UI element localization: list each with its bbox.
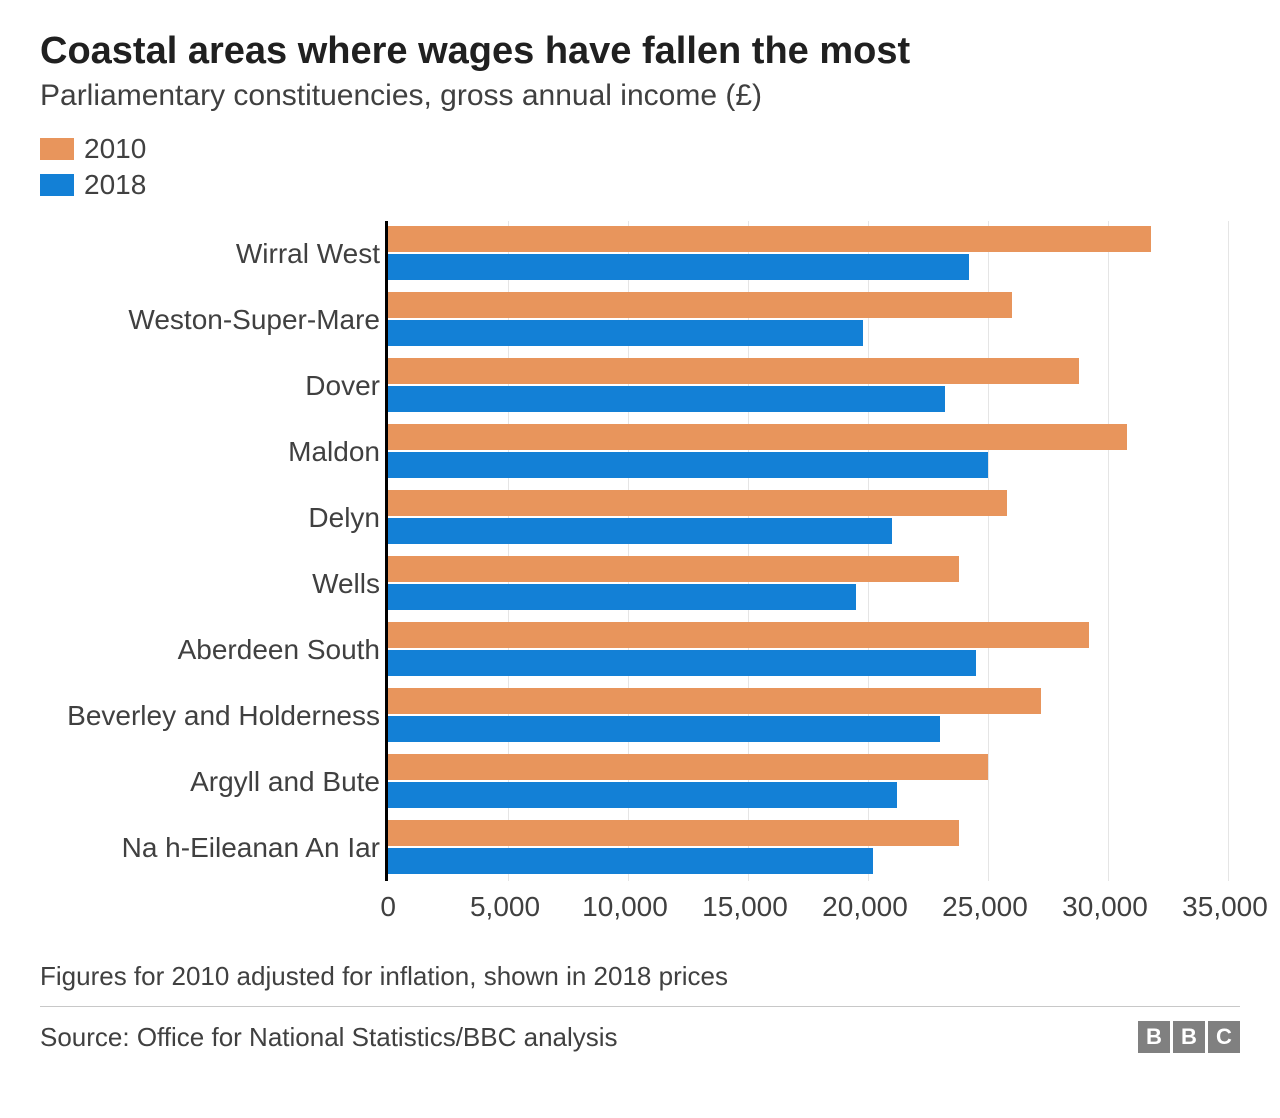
source-row: Source: Office for National Statistics/B… [40,1021,1240,1053]
legend-swatch-2010 [40,138,74,160]
category-label: Weston-Super-Mare [50,304,380,336]
category-label: Wells [50,568,380,600]
x-tick-label: 25,000 [942,891,1028,923]
source-text: Source: Office for National Statistics/B… [40,1022,618,1053]
category-label: Beverley and Holderness [50,700,380,732]
bar-2018 [388,518,892,544]
table-row: Wirral West [40,221,1240,287]
bar-2010 [388,754,988,780]
legend-item-2018: 2018 [40,169,1240,201]
bar-2018 [388,650,976,676]
x-tick-label: 35,000 [1182,891,1268,923]
table-row: Delyn [40,485,1240,551]
bar-2010 [388,622,1089,648]
bar-2018 [388,584,856,610]
bar-pair [388,485,1228,551]
legend-label-2010: 2010 [84,133,146,165]
bbc-logo: BBC [1138,1021,1240,1053]
bar-pair [388,287,1228,353]
legend-item-2010: 2010 [40,133,1240,165]
category-label: Maldon [50,436,380,468]
table-row: Dover [40,353,1240,419]
bar-2018 [388,782,897,808]
bar-2010 [388,424,1127,450]
chart-footer: Figures for 2010 adjusted for inflation,… [40,961,1240,1053]
bar-pair [388,353,1228,419]
bar-2010 [388,490,1007,516]
bbc-logo-block: C [1208,1021,1240,1053]
table-row: Wells [40,551,1240,617]
legend-label-2018: 2018 [84,169,146,201]
bar-pair [388,749,1228,815]
bbc-logo-block: B [1173,1021,1205,1053]
category-label: Delyn [50,502,380,534]
bar-pair [388,551,1228,617]
category-label: Aberdeen South [50,634,380,666]
footnote: Figures for 2010 adjusted for inflation,… [40,961,1240,1007]
bar-pair [388,221,1228,287]
x-tick-label: 10,000 [582,891,668,923]
x-tick-label: 30,000 [1062,891,1148,923]
bar-pair [388,617,1228,683]
category-label: Argyll and Bute [50,766,380,798]
chart-area: Wirral West Weston-Super-Mare Dover Maldon D… [40,221,1240,941]
x-axis: 05,00010,00015,00020,00025,00030,00035,0… [385,891,1240,931]
table-row: Maldon [40,419,1240,485]
bar-2018 [388,254,969,280]
table-row: Aberdeen South [40,617,1240,683]
table-row: Beverley and Holderness [40,683,1240,749]
bar-2010 [388,358,1079,384]
x-tick-label: 5,000 [470,891,540,923]
bar-2010 [388,688,1041,714]
category-label: Dover [50,370,380,402]
bar-2018 [388,452,988,478]
bbc-logo-block: B [1138,1021,1170,1053]
x-tick-label: 0 [380,891,396,923]
chart-title: Coastal areas where wages have fallen th… [40,30,1240,73]
bar-2018 [388,848,873,874]
bar-2018 [388,386,945,412]
chart-subtitle: Parliamentary constituencies, gross annu… [40,79,1240,113]
category-label: Wirral West [50,238,380,270]
x-tick-label: 20,000 [822,891,908,923]
bar-2010 [388,226,1151,252]
bar-2018 [388,320,863,346]
bar-2010 [388,556,959,582]
bar-2010 [388,292,1012,318]
legend-swatch-2018 [40,174,74,196]
table-row: Argyll and Bute [40,749,1240,815]
bar-pair [388,419,1228,485]
bar-pair [388,815,1228,881]
bar-2018 [388,716,940,742]
table-row: Na h-Eileanan An Iar [40,815,1240,881]
bar-2010 [388,820,959,846]
x-tick-label: 15,000 [702,891,788,923]
bar-pair [388,683,1228,749]
table-row: Weston-Super-Mare [40,287,1240,353]
legend: 2010 2018 [40,133,1240,201]
category-label: Na h-Eileanan An Iar [50,832,380,864]
